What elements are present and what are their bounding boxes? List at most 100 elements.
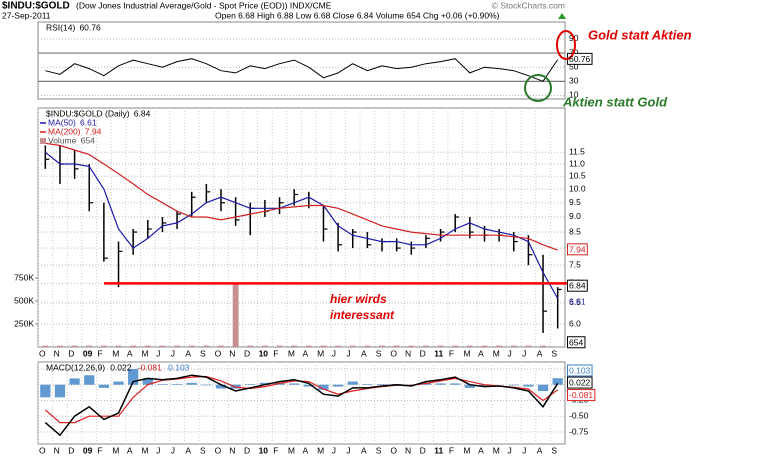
volume-bar [540,345,546,347]
line [44,151,559,299]
volume-bar [188,345,195,347]
x-tick-label: O [39,348,46,358]
legend-name: MA(200) [48,126,81,136]
last-value-label: 6.61 [569,297,586,307]
volume-bar [364,345,371,347]
x-tick-label: A [537,348,543,358]
volume-bar [291,345,298,347]
x-tick-label: D [244,348,250,358]
histogram-bar [215,384,227,389]
x-tick-label: F [273,445,278,455]
x-tick-label: O [390,445,397,455]
x-tick-label: M [464,445,471,455]
y-tick-label: 8.5 [569,226,581,236]
histogram-bar [128,368,139,385]
volume-bar [437,345,444,347]
x-tick-label: S [200,445,206,455]
x-tick-label: J [522,445,526,455]
x-tick-label: N [405,348,411,358]
last-value-box [567,376,593,389]
histogram-bar [479,384,490,387]
x-tick-label: N [54,348,60,358]
x-tick-label: M [317,445,324,455]
x-tick-label: N [229,348,235,358]
y-tick-label: 11.5 [569,147,585,157]
histogram-bar [142,378,153,385]
x-tick-label: A [127,445,133,455]
y2-tick-label: 750K [14,272,34,282]
x-tick-label: N [54,445,60,455]
y-tick-label: 30 [569,76,579,86]
line [45,58,559,82]
histogram-bar [98,384,109,388]
histogram-bar [186,382,197,385]
y-tick-label: 9.0 [569,211,581,221]
x-tick-label: M [493,445,500,455]
volume-bar [130,345,137,347]
x-tick-label: 11 [434,348,443,358]
x-tick-label: N [405,445,411,455]
green-circle [524,74,552,102]
x-tick-label: M [288,348,295,358]
x-tick-label: D [68,348,74,358]
x-tick-label: M [141,348,148,358]
x-tick-label: J [156,348,160,358]
legend-value: 654 [81,135,95,145]
x-tick-label: M [288,445,295,455]
last-value-label: 654 [569,337,583,347]
y-tick-label: 10.0 [569,183,586,193]
histogram-bar [84,375,95,385]
x-tick-label: A [127,348,133,358]
volume-bar [232,282,239,347]
last-value-box [567,243,588,256]
legend-value: 7.94 [85,126,102,136]
x-tick-label: A [478,348,484,358]
panel [37,107,566,348]
x-tick-label: J [156,445,160,455]
legend-value: -0.081 [138,362,162,372]
x-tick-label: M [464,348,471,358]
x-tick-label: A [361,348,367,358]
y-tick-label: 6.5 [569,297,581,307]
legend-value: 0.103 [168,362,190,372]
volume-bar [115,345,122,347]
last-value-box [567,279,588,292]
x-tick-label: J [332,348,336,358]
y-tick-label: 10.5 [569,171,586,181]
description: (Dow Jones Industrial Average/Gold - Spo… [76,0,332,10]
legend-value: 6.84 [134,108,151,118]
x-tick-label: S [200,348,206,358]
last-value-label: 6.84 [569,281,586,291]
y-tick-label: -0.50 [569,410,589,420]
x-tick-label: J [171,445,175,455]
legend-name: MACD(12,26,9) [46,362,105,372]
date: 27-Sep-2011 [2,10,51,20]
histogram-bar [332,384,344,387]
volume-bar [452,345,459,347]
x-tick-label: M [317,348,324,358]
volume-bar [57,345,63,347]
histogram-bar [245,384,256,385]
volume-bar [466,345,473,347]
x-tick-label: 09 [83,348,93,358]
x-tick-label: D [420,348,426,358]
histogram-bar [259,382,271,385]
y-tick-label: 10 [569,90,579,100]
x-tick-label: A [537,445,543,455]
y-tick-label: -0.75 [569,426,589,436]
volume-bar [218,345,224,347]
panel [37,361,566,445]
annotation: Gold statt Aktien [588,27,692,42]
x-tick-label: 11 [434,445,443,455]
y-tick-label: 11.0 [569,158,585,168]
y-tick-label: 50 [569,61,579,71]
x-tick-label: D [244,445,250,455]
volume-bar [349,345,356,347]
volume-bar [144,345,151,347]
line [45,142,558,251]
volume-bar [247,345,254,347]
volume-bar [320,345,327,347]
x-tick-label: 10 [259,348,269,358]
x-tick-label: J [507,445,511,455]
